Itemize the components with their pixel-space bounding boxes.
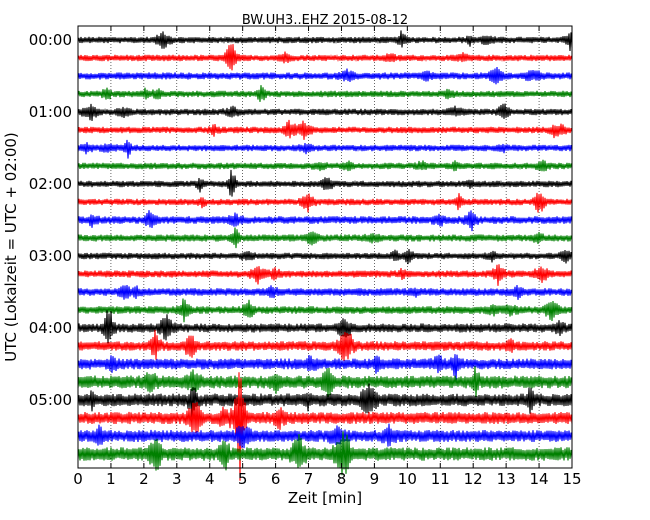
y-tick-label: 02:00: [29, 175, 72, 193]
trace-0345: [77, 298, 573, 323]
trace-0515: [77, 372, 573, 481]
trace-0130: [77, 139, 573, 159]
trace-0000: [77, 30, 573, 52]
x-tick-label: 9: [370, 470, 380, 488]
trace-0315: [77, 264, 573, 286]
x-tick-label: 4: [205, 470, 215, 488]
x-tick-label: 11: [431, 470, 450, 488]
chart-title: BW.UH3..EHZ 2015-08-12: [242, 13, 408, 28]
x-tick-label: 8: [337, 470, 347, 488]
trace-0215: [77, 192, 573, 213]
y-tick-label: 04:00: [29, 319, 72, 337]
trace-0400: [77, 310, 573, 344]
y-tick-label: 03:00: [29, 247, 72, 265]
trace-0415: [77, 329, 573, 361]
y-axis-label: UTC (Lokalzeit = UTC + 02:00): [2, 132, 20, 362]
x-tick-label: 13: [497, 470, 516, 488]
trace-0500: [77, 383, 573, 419]
trace-0045: [77, 85, 573, 102]
x-tick-label: 3: [172, 470, 182, 488]
x-tick-label: 1: [106, 470, 116, 488]
trace-0200: [77, 169, 573, 197]
trace-0145: [77, 159, 573, 172]
trace-0115: [77, 119, 573, 140]
trace-0330: [77, 284, 573, 300]
x-tick-label: 12: [464, 470, 483, 488]
y-tick-label: 00:00: [29, 31, 72, 49]
trace-0230: [77, 210, 573, 232]
x-tick-label: 10: [398, 470, 417, 488]
trace-0245: [77, 227, 573, 249]
y-tick-label: 05:00: [29, 391, 72, 409]
trace-0015: [77, 44, 573, 71]
x-tick-label: 7: [304, 470, 314, 488]
trace-0445: [77, 366, 573, 398]
x-tick-label: 0: [73, 470, 83, 488]
trace-0100: [77, 103, 573, 121]
x-axis-label: Zeit [min]: [288, 489, 362, 507]
x-tick-label: 15: [562, 470, 581, 488]
trace-0545: [77, 431, 573, 476]
plot-frame: [77, 25, 573, 469]
trace-0430: [77, 354, 573, 381]
x-tick-label: 14: [530, 470, 549, 488]
x-tick-label: 6: [271, 470, 281, 488]
x-tick-label: 5: [238, 470, 248, 488]
axis-ticks: 0 1 2 3 4 5 6 7 8 9 10 11 12 13 14 1500:0001:0002:0003:…: [29, 26, 582, 488]
trace-0030: [77, 66, 573, 85]
trace-0530: [77, 423, 573, 449]
seismogram-traces: [77, 30, 573, 481]
y-tick-label: 01:00: [29, 103, 72, 121]
trace-0300: [77, 248, 573, 265]
x-tick-label: 2: [139, 470, 149, 488]
